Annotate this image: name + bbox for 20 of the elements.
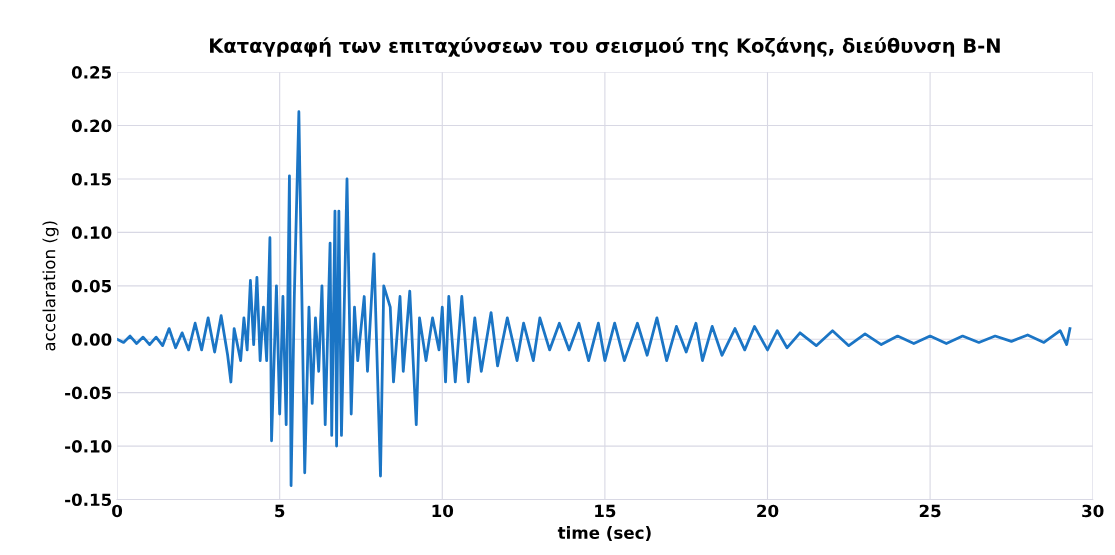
y-axis-title: accelaration (g) <box>42 221 59 351</box>
x-tick-label: 25 <box>919 504 941 518</box>
chart-title: Καταγραφή των επιταχύνσεων του σεισμού της Κοζάνης, διεύθυνση Β-Ν <box>210 37 1000 57</box>
line-series <box>117 110 1072 487</box>
x-tick-label: 30 <box>1082 504 1104 518</box>
y-tick-label: 0.00 <box>71 333 112 346</box>
x-tick-label: 20 <box>757 504 779 518</box>
x-tick-label: 5 <box>275 504 285 518</box>
y-tick-label: -0.05 <box>65 386 112 400</box>
y-tick-label: 0.10 <box>71 226 112 239</box>
y-tick-label: 0.05 <box>71 279 112 293</box>
y-tick-label: -0.10 <box>65 440 112 453</box>
x-tick-label: 15 <box>595 504 616 518</box>
y-tick-label: 0.15 <box>71 172 112 186</box>
y-tick-label: 0.20 <box>71 119 112 133</box>
x-tick-label: 0 <box>112 504 123 518</box>
y-tick-label: 0.25 <box>71 66 112 79</box>
x-tick-label: 10 <box>432 504 454 518</box>
x-axis-title: time (sec) <box>557 526 651 541</box>
y-tick-label: -0.15 <box>65 493 112 507</box>
